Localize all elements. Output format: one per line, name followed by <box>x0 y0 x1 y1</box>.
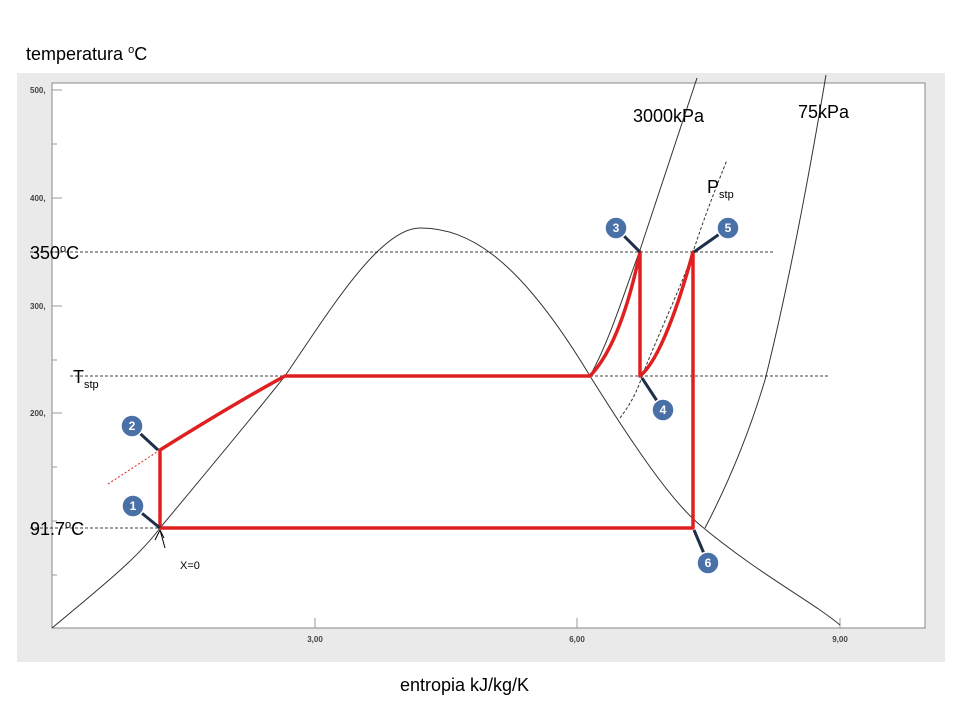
p-stp: Pstp <box>707 177 734 201</box>
t-high: 350oC <box>30 243 79 263</box>
sub: stp <box>719 189 734 201</box>
arrow <box>154 529 166 549</box>
marker <box>696 551 720 575</box>
p-low: 75kPa <box>798 102 850 122</box>
marker-label: 6 <box>705 556 712 570</box>
t-stp: Tstp <box>73 367 99 391</box>
ticks <box>52 89 841 628</box>
y-axis-label: temperatura oC <box>26 44 147 64</box>
marker <box>716 216 740 240</box>
sup: o <box>60 243 66 255</box>
marker-label: 5 <box>725 221 732 235</box>
marker <box>651 398 675 422</box>
text: C <box>66 243 79 263</box>
x-tick-label: 6,00 <box>569 635 585 644</box>
x-tick-label: 3,00 <box>307 635 323 644</box>
y-tick-label: 500, <box>30 86 46 95</box>
t-low: 91.7oC <box>30 519 84 539</box>
y-tick-label: 400, <box>30 194 46 203</box>
y-tick-label: 200, <box>30 409 46 418</box>
plot-area <box>51 82 926 629</box>
marker-label: 1 <box>130 499 137 513</box>
y-tick-label: 300, <box>30 302 46 311</box>
isobar-3000 <box>589 77 698 377</box>
text: C <box>71 519 84 539</box>
markers: 1 2 3 4 5 6 <box>120 216 740 575</box>
guides <box>30 251 828 529</box>
isobar-75 <box>704 74 827 529</box>
marker-label: 3 <box>613 221 620 235</box>
marker <box>121 494 145 518</box>
quality-label: X=0 <box>180 560 200 572</box>
marker-label: 4 <box>660 403 667 417</box>
text: P <box>707 177 719 197</box>
marker <box>604 216 628 240</box>
x-axis-label: entropia kJ/kg/K <box>400 675 529 695</box>
text: T <box>73 367 84 387</box>
sub: stp <box>84 379 99 391</box>
sup: o <box>128 44 134 56</box>
marker <box>120 414 144 438</box>
text: 91.7 <box>30 519 65 539</box>
p-high: 3000kPa <box>633 106 705 126</box>
text: 350 <box>30 243 60 263</box>
marker-label: 2 <box>129 419 136 433</box>
text: C <box>134 44 147 64</box>
text: temperatura <box>26 44 128 64</box>
x-tick-label: 9,00 <box>832 635 848 644</box>
sup: o <box>65 519 71 531</box>
cycle <box>158 250 695 530</box>
isobar-stp <box>619 159 728 419</box>
saturation-dome <box>51 227 841 629</box>
curves <box>51 74 841 629</box>
